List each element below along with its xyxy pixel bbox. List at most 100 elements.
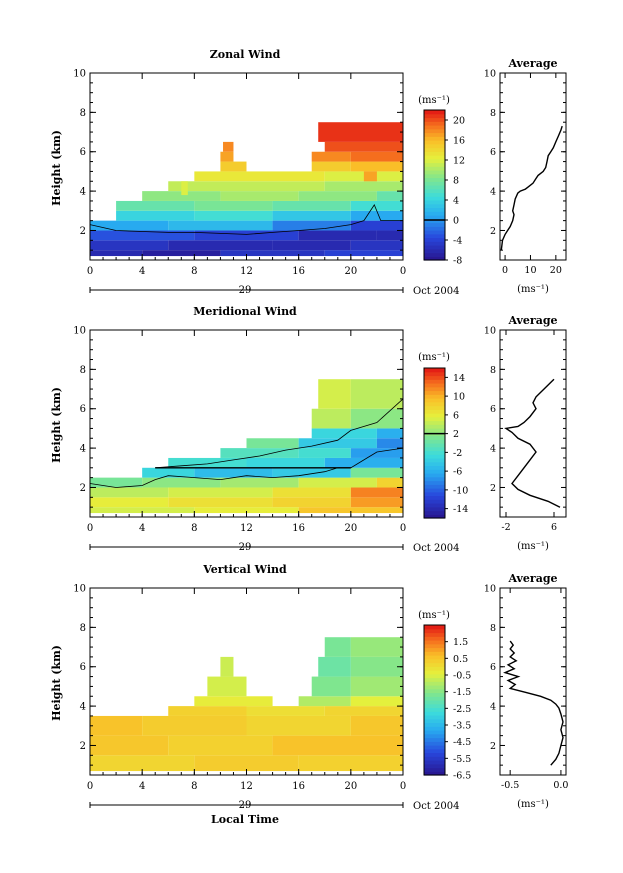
colorbar-band [424, 241, 445, 246]
colorbar-band [424, 476, 445, 482]
colorbar-band [424, 196, 445, 201]
meridional-heatmap: 0 4 8 12 16 20 0 2 4 6 8 10 [73, 326, 406, 535]
colorbar-band [424, 514, 445, 519]
colorbar-band [424, 643, 445, 649]
colorbar-tick-label: -0.5 [453, 671, 471, 682]
colorbar-band [424, 469, 445, 474]
profile-y-tick-label: 8 [490, 623, 496, 634]
heatmap-cell [350, 467, 403, 478]
heatmap-cell [350, 487, 403, 498]
colorbar-band [424, 256, 445, 261]
meridional-average-profile: 2 4 6 8 10 -2 6 [484, 326, 567, 533]
colorbar-band [424, 722, 445, 727]
colorbar-band [424, 203, 445, 209]
colorbar-band [424, 128, 445, 134]
colorbar-band [424, 170, 445, 175]
colorbar-tick-label: 12 [453, 156, 465, 167]
zonal-average-profile: 2 4 6 8 10 0 10 20 [484, 69, 567, 276]
meridional-colorbar: -14 -10 -6 -2 2 6 10 14 [423, 367, 468, 519]
heatmap-cell [272, 467, 351, 478]
colorbar-band [424, 420, 445, 425]
heatmap-cell [220, 656, 234, 677]
colorbar-band [424, 379, 445, 384]
heatmap-cell [116, 200, 195, 211]
colorbar-band [424, 158, 445, 164]
x-tick-label: 16 [292, 266, 305, 277]
x-tick-label: 0 [87, 266, 93, 277]
x-tick-label: 0 [400, 781, 406, 792]
zonal-avg-title: Average [507, 57, 557, 70]
colorbar-tick-label: -8 [453, 256, 462, 267]
meridional-colorbar-unit: (ms⁻¹) [418, 352, 450, 363]
heatmap-cell [168, 487, 273, 498]
heatmap-cell [350, 715, 403, 736]
colorbar-band [424, 666, 445, 671]
heatmap-cell [168, 181, 247, 192]
colorbar-band [424, 745, 445, 750]
colorbar-tick-label: 1.5 [453, 637, 468, 648]
colorbar-band [424, 473, 445, 478]
heatmap-cell [194, 467, 273, 478]
y-tick-label: 10 [73, 584, 86, 595]
profile-y-tick-label: 10 [484, 69, 496, 80]
profile-y-tick-label: 10 [484, 326, 496, 337]
heatmap-cell [311, 408, 351, 429]
colorbar-band [424, 636, 445, 641]
vertical-date-arrow [89, 802, 404, 808]
profile-x-tick-label: 6 [551, 522, 557, 533]
heatmap-cell [194, 755, 299, 772]
x-tick-label: 4 [139, 523, 145, 534]
meridional-date-label: Oct 2004 [413, 543, 459, 554]
vertical-colorbar-unit: (ms⁻¹) [418, 610, 450, 621]
vertical-average-profile: 2 4 6 8 10 -0.5 0.0 [484, 584, 569, 792]
colorbar-band [424, 628, 445, 634]
colorbar-band [424, 200, 445, 205]
colorbar-frame [423, 624, 446, 776]
heatmap-cell [220, 191, 299, 201]
profile-x-tick-label: 10 [524, 265, 536, 276]
colorbar-band [424, 233, 445, 239]
colorbar-tick-label: 4 [453, 196, 459, 207]
zonal-date-arrow [89, 287, 404, 293]
heatmap-cell [90, 507, 195, 514]
heatmap-cell [350, 696, 403, 707]
colorbar-band [424, 435, 445, 440]
heatmap-cell [350, 161, 403, 172]
y-tick-label: 6 [80, 147, 86, 158]
x-tick-label: 12 [240, 781, 253, 792]
x-tick-label: 16 [292, 523, 305, 534]
colorbar-band [424, 461, 445, 467]
profile-y-tick-label: 4 [490, 187, 496, 198]
heatmap-cell [220, 250, 325, 257]
y-tick-label: 10 [73, 326, 86, 337]
colorbar-tick-label: -1.5 [453, 687, 471, 698]
meridional-title: Meridional Wind [193, 305, 297, 318]
colorbar-band [424, 752, 445, 757]
colorbar-band [424, 662, 445, 667]
heatmap-cell [350, 240, 403, 251]
heatmap-cell [324, 250, 403, 257]
heatmap-cell [181, 181, 188, 196]
y-tick-label: 6 [80, 662, 86, 673]
colorbar-band [424, 767, 445, 772]
zonal-colorbar: -8 -4 0 4 8 12 16 20 [423, 109, 465, 267]
colorbar-band [424, 484, 445, 489]
colorbar-band [424, 688, 445, 694]
x-tick-label: 0 [87, 523, 93, 534]
heatmap-cell [311, 151, 351, 162]
colorbar-band [424, 733, 445, 739]
heatmap-cell [220, 161, 247, 172]
colorbar-band [424, 510, 445, 515]
zonal-title: Zonal Wind [210, 48, 281, 61]
colorbar-tick-label: -10 [453, 485, 468, 496]
y-tick-label: 2 [80, 226, 86, 237]
x-tick-label: 4 [139, 266, 145, 277]
heatmap-cell [311, 676, 351, 697]
colorbar-band [424, 117, 445, 122]
colorbar-band [424, 715, 445, 720]
heatmap-cell [376, 438, 403, 449]
colorbar-band [424, 681, 445, 686]
vertical-heatmap: 0 4 8 12 16 20 0 2 4 6 8 10 [73, 584, 406, 793]
colorbar-band [424, 121, 445, 126]
